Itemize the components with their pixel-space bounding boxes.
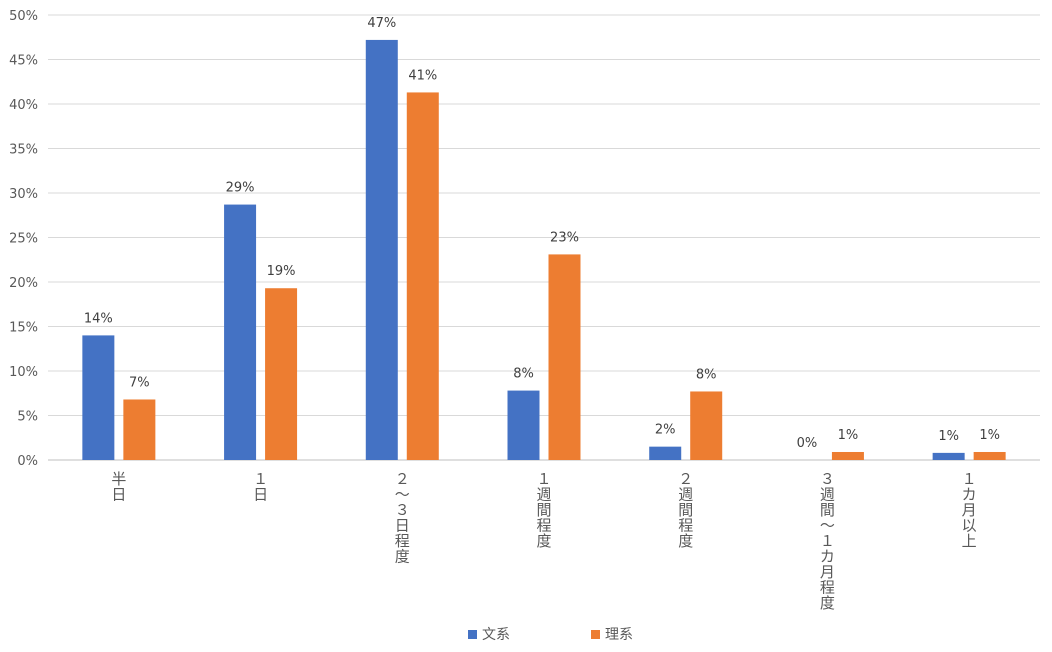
bar-rikei-2 <box>406 92 439 461</box>
legend-label: 文系 <box>482 627 510 643</box>
y-tick-label: 10% <box>9 365 38 380</box>
legend-swatch <box>591 630 600 639</box>
bar-rikei-5 <box>831 451 864 460</box>
data-label: 8% <box>696 367 717 382</box>
data-label: 7% <box>129 375 150 390</box>
data-label: 47% <box>367 16 396 31</box>
x-category-label: ３週間～１カ月程度 <box>820 470 835 612</box>
bar-bunkei-6 <box>932 452 965 460</box>
data-label: 19% <box>267 264 296 279</box>
data-label: 0% <box>797 436 818 451</box>
y-tick-label: 25% <box>9 232 38 247</box>
bar-bunkei-4 <box>649 446 682 460</box>
legend-label: 理系 <box>605 627 633 643</box>
y-tick-label: 35% <box>9 143 38 158</box>
x-category-label: ２週間程度 <box>678 470 693 550</box>
x-axis: 半日 １日 ２～３日程度 １週間程度 ２週間程度 ３週間～１カ月程度 １カ月以上 <box>111 470 976 612</box>
legend-swatch <box>468 630 477 639</box>
y-tick-label: 0% <box>17 454 38 469</box>
data-label: 41% <box>408 68 437 83</box>
x-category-label: ２～３日程度 <box>395 470 410 566</box>
data-label: 29% <box>226 181 255 196</box>
bar-rikei-0 <box>123 399 156 460</box>
bar-bunkei-3 <box>507 390 540 460</box>
x-category-label: 半日 <box>111 470 126 504</box>
y-tick-label: 45% <box>9 54 38 69</box>
data-labels: 14% 7% 29% 19% 47% 41% 8% 23% 2% 8% 0% 1% 1% 1% <box>84 16 1000 451</box>
x-category-label: １日 <box>253 470 268 504</box>
bar-rikei-1 <box>265 288 298 460</box>
bar-bunkei-2 <box>365 39 398 461</box>
bar-rikei-6 <box>973 451 1006 460</box>
y-tick-label: 15% <box>9 321 38 336</box>
bar-bunkei-1 <box>224 204 257 460</box>
y-tick-label: 50% <box>9 9 38 24</box>
x-category-label: １カ月以上 <box>962 470 977 550</box>
legend: 文系 理系 <box>468 627 633 643</box>
data-label: 1% <box>838 428 859 443</box>
y-tick-label: 30% <box>9 187 38 202</box>
y-tick-label: 5% <box>17 410 38 425</box>
bar-rikei-3 <box>548 254 581 460</box>
bar-rikei-4 <box>690 391 723 460</box>
gridlines <box>48 14 1040 461</box>
bar-bunkei-0 <box>82 335 115 460</box>
data-label: 1% <box>938 429 959 444</box>
data-label: 23% <box>550 230 579 245</box>
y-axis: 0% 5% 10% 15% 20% 25% 30% 35% 40% 45% 50% <box>9 9 38 469</box>
data-label: 8% <box>513 367 534 382</box>
y-tick-label: 20% <box>9 276 38 291</box>
x-category-label: １週間程度 <box>536 470 551 550</box>
y-tick-label: 40% <box>9 98 38 113</box>
bars <box>82 39 1006 461</box>
data-label: 1% <box>979 428 1000 443</box>
data-label: 14% <box>84 311 113 326</box>
data-label: 2% <box>655 423 676 438</box>
